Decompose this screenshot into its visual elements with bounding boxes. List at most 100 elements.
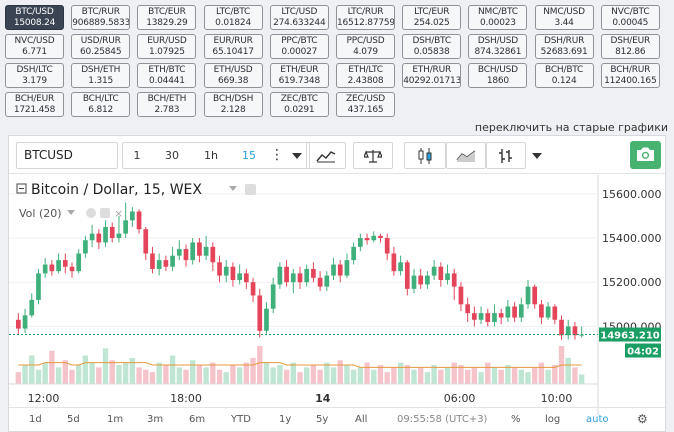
ticker-button[interactable]: ZEC/BTC 0.0291 — [269, 92, 329, 117]
ticker-button[interactable]: NVC/USD 6.771 — [5, 34, 64, 59]
candle-body — [565, 326, 571, 336]
range-3m-button[interactable]: 3m — [147, 414, 164, 425]
ticker-pair: DSH/USD — [477, 36, 519, 46]
range-all-button[interactable]: All — [355, 414, 368, 425]
ticker-button[interactable]: ETH/RUR 40292.01713 — [402, 63, 462, 88]
ticker-button[interactable]: LTC/BTC 0.01824 — [203, 5, 263, 30]
interval-1m-button[interactable]: 1 — [133, 149, 141, 162]
ticker-button[interactable]: BCH/USD 1860 — [468, 63, 528, 88]
ticker-button[interactable]: DSH/BTC 0.05838 — [402, 34, 462, 59]
ticker-button[interactable]: BTC/EUR 13829.29 — [137, 5, 197, 30]
clock-label[interactable]: 09:55:58 (UTC+3) — [397, 414, 488, 425]
scales-icon — [364, 149, 382, 163]
range-1y-button[interactable]: 1y — [279, 414, 292, 425]
ticker-button[interactable]: USD/RUR 60.25845 — [71, 34, 131, 59]
candle-body — [418, 275, 424, 285]
ticker-button[interactable]: BCH/LTC 6.812 — [71, 92, 131, 117]
ticker-button[interactable]: DSH/ETH 1.315 — [71, 63, 131, 88]
ticker-pair: ETH/LTC — [348, 65, 383, 75]
range-6m-button[interactable]: 6m — [189, 414, 206, 425]
log-scale-button[interactable]: log — [545, 414, 561, 425]
ticker-button[interactable]: ETH/LTC 2.43808 — [336, 63, 395, 88]
chart-settings-icon[interactable]: ⚙ — [637, 412, 648, 426]
range-5d-button[interactable]: 5d — [67, 414, 80, 425]
candle-body — [559, 319, 564, 336]
ticker-price: 0.05838 — [413, 47, 450, 57]
volume-bar — [210, 362, 216, 384]
ticker-button[interactable]: DSH/EUR 812.86 — [600, 34, 660, 59]
ticker-button[interactable]: PPC/BTC 0.00027 — [269, 34, 329, 59]
interval-1h-button[interactable]: 1h — [204, 149, 218, 162]
legend-dropdown-icon[interactable] — [229, 186, 237, 191]
ticker-button[interactable]: BCH/BTC 0.124 — [534, 63, 594, 88]
ticker-button[interactable]: ETH/BTC 0.04441 — [137, 63, 197, 88]
collapse-legend-icon[interactable] — [16, 183, 27, 194]
volume-bar — [391, 367, 397, 384]
candle-body — [96, 233, 102, 243]
time-tick-label: 14 — [315, 392, 331, 405]
ticker-button[interactable]: BTC/USD 15008.24 — [5, 5, 64, 30]
volume-visibility-icon[interactable] — [86, 208, 96, 218]
ticker-button[interactable]: NMC/USD 3.44 — [534, 5, 594, 30]
ticker-button[interactable]: DSH/LTC 3.179 — [5, 63, 64, 88]
old-charts-link[interactable]: переключить на старые графики — [474, 121, 668, 134]
ticker-price: 65.10417 — [212, 47, 254, 57]
volume-legend: Vol (20) — [19, 207, 62, 220]
ticker-button[interactable]: EUR/RUR 65.10417 — [203, 34, 263, 59]
ticker-button[interactable]: DSH/USD 874.32861 — [468, 34, 528, 59]
ticker-button[interactable]: BCH/ETH 2.783 — [137, 92, 197, 117]
ticker-button[interactable]: NVC/BTC 0.00045 — [600, 5, 660, 30]
ticker-pair: LTC/USD — [281, 7, 318, 17]
ticker-button[interactable]: ZEC/USD 437.165 — [336, 92, 395, 117]
ticker-price: 619.7348 — [278, 76, 321, 86]
ticker-button[interactable]: DSH/RUR 52683.691 — [534, 34, 594, 59]
candle-body — [458, 286, 464, 305]
candles-style-button[interactable] — [404, 142, 446, 169]
ticker-button[interactable]: LTC/EUR 254.025 — [402, 5, 462, 30]
ticker-button[interactable]: ETH/USD 669.38 — [203, 63, 263, 88]
candle-body — [130, 211, 135, 221]
ticker-button[interactable]: BCH/RUR 112400.165 — [600, 63, 660, 88]
indicators-button[interactable] — [306, 142, 346, 169]
legend-settings-icon[interactable] — [245, 184, 256, 195]
ticker-button[interactable]: BCH/DSH 2.128 — [203, 92, 263, 117]
ticker-pair: ETH/BTC — [148, 65, 186, 75]
bars-style-button[interactable] — [486, 142, 526, 169]
interval-dropdown-icon[interactable] — [286, 142, 308, 169]
ticker-pair: NMC/USD — [543, 7, 585, 17]
volume-bar — [89, 362, 95, 384]
volume-close-icon[interactable]: × — [114, 207, 123, 220]
compare-button[interactable] — [353, 142, 393, 169]
ticker-button[interactable]: LTC/RUR 16512.87759 — [336, 5, 395, 30]
range-1m-button[interactable]: 1m — [107, 414, 124, 425]
more-intervals-icon[interactable]: ⋮ — [270, 147, 284, 163]
symbol-search-input[interactable]: BTCUSD — [16, 142, 118, 169]
volume-legend-dropdown-icon[interactable] — [67, 210, 75, 215]
range-ytd-button[interactable]: YTD — [231, 414, 251, 425]
ticker-button[interactable]: BTC/RUR 906889.5833 — [71, 5, 131, 30]
style-dropdown-icon[interactable] — [526, 142, 548, 169]
ticker-pair: ETH/EUR — [280, 65, 319, 75]
candle-body — [210, 246, 216, 263]
ticker-button[interactable]: ETH/EUR 619.7348 — [269, 63, 329, 88]
ticker-button[interactable]: PPC/USD 4.079 — [336, 34, 395, 59]
volume-settings-icon[interactable] — [100, 208, 110, 218]
ticker-button[interactable]: EUR/USD 1.07925 — [137, 34, 197, 59]
interval-30m-button[interactable]: 30 — [165, 149, 179, 162]
candle-body — [398, 262, 403, 272]
screenshot-button[interactable] — [630, 141, 661, 169]
percent-scale-button[interactable]: % — [511, 414, 521, 425]
range-1d-button[interactable]: 1d — [29, 414, 42, 425]
candle-body — [150, 253, 155, 269]
volume-bar — [364, 362, 370, 384]
auto-scale-button[interactable]: auto — [586, 414, 609, 425]
range-5y-button[interactable]: 5y — [316, 414, 329, 425]
volume-bar — [451, 362, 457, 384]
ticker-button[interactable]: BCH/EUR 1721.458 — [5, 92, 64, 117]
interval-15m-button[interactable]: 15 — [242, 149, 256, 162]
ticker-button[interactable]: NMC/BTC 0.00023 — [468, 5, 528, 30]
area-style-button[interactable] — [446, 142, 486, 169]
ticker-price: 0.00027 — [281, 47, 318, 57]
ticker-button[interactable]: LTC/USD 274.633244 — [269, 5, 329, 30]
